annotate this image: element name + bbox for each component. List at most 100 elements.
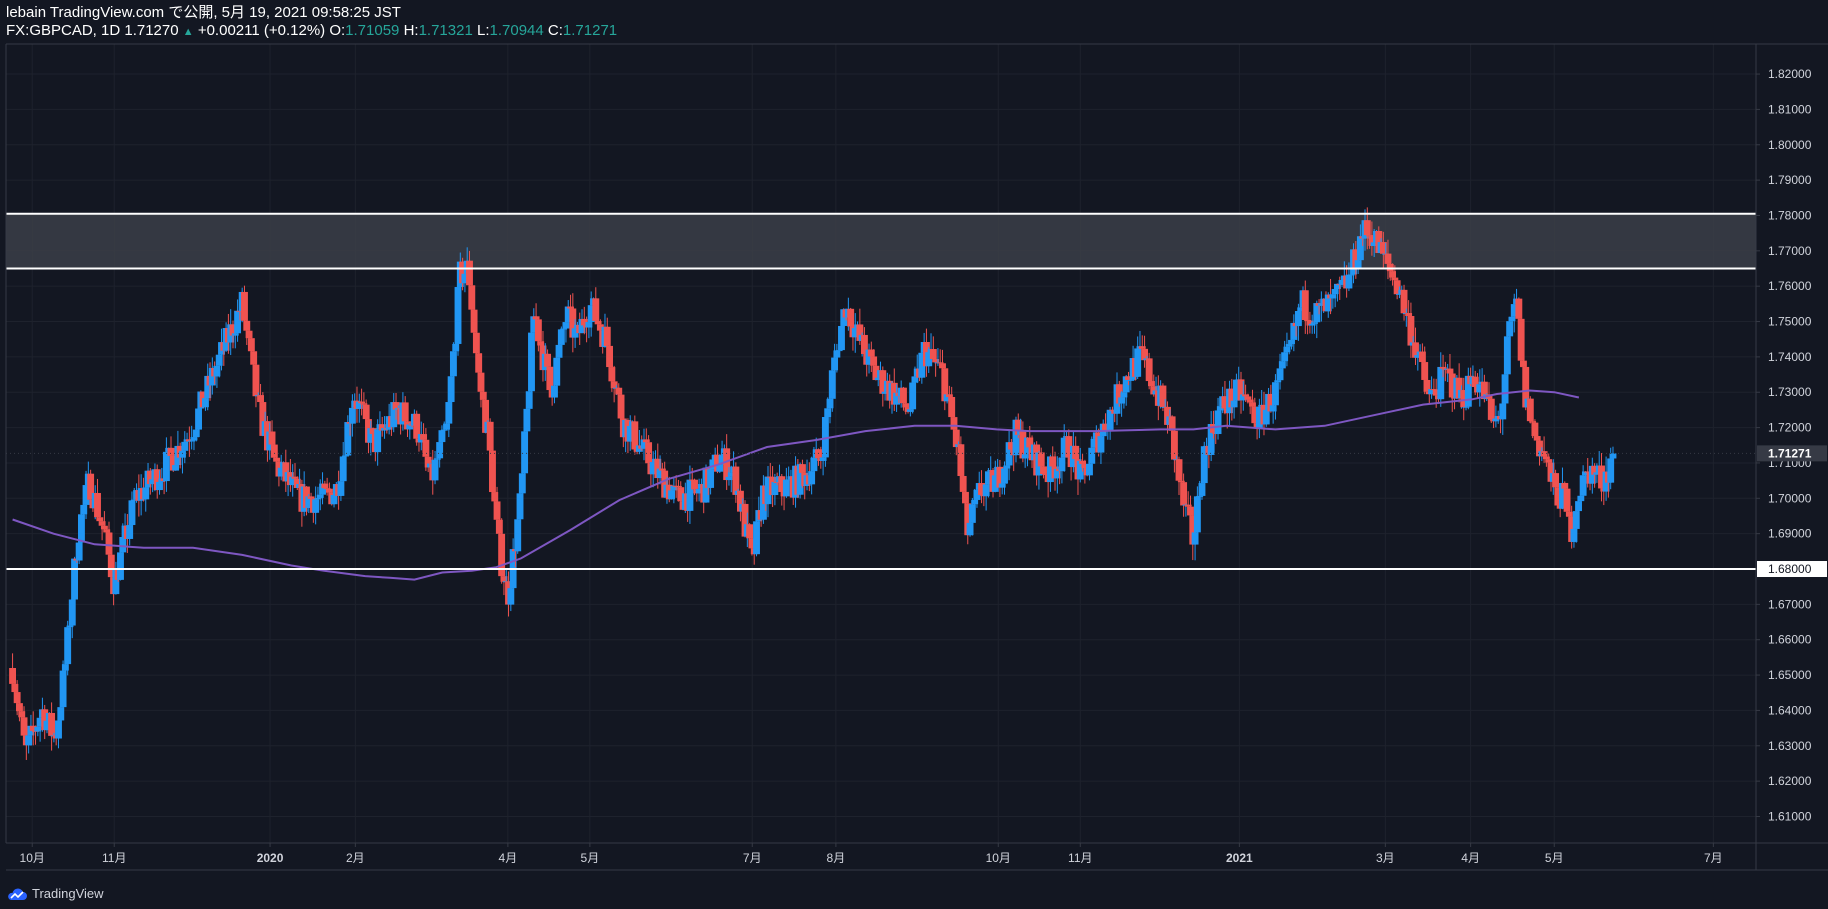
candle-body xyxy=(1563,488,1571,512)
candle-body xyxy=(443,423,450,430)
candle-body xyxy=(1221,396,1229,409)
candle-body xyxy=(1230,400,1238,408)
candle-body xyxy=(378,424,386,431)
candle-body xyxy=(1037,452,1045,467)
candle-body xyxy=(117,552,124,580)
publish-info-text: lebain TradingView.com で公開, 5月 19, 2021 … xyxy=(6,4,401,21)
candle-body xyxy=(716,464,724,472)
candle-body xyxy=(778,476,786,493)
candle-body xyxy=(555,344,563,358)
candle-body xyxy=(1455,377,1463,399)
candle-body xyxy=(252,364,260,397)
candle-body xyxy=(130,499,138,501)
candle-body xyxy=(1198,483,1206,496)
candle-body xyxy=(748,538,756,549)
candle-body xyxy=(530,316,538,333)
candle-body xyxy=(1430,389,1438,391)
candle-body xyxy=(78,514,85,543)
candle-body xyxy=(1150,386,1158,395)
candle-body xyxy=(1515,298,1523,319)
candle-body xyxy=(479,391,487,400)
candle-body xyxy=(1338,279,1346,285)
candle-body xyxy=(259,402,267,436)
candle-body xyxy=(1418,351,1426,363)
candle-body xyxy=(1464,375,1472,407)
candle-body xyxy=(1347,274,1355,276)
candle-body xyxy=(9,667,17,684)
candle-body xyxy=(367,428,375,443)
candle-body xyxy=(1301,290,1309,320)
candle-body xyxy=(229,324,237,336)
candle-body xyxy=(1003,465,1011,469)
high-value: 1.71321 xyxy=(418,22,473,39)
candle-body xyxy=(500,576,508,582)
candle-body xyxy=(1255,406,1263,429)
candle-body xyxy=(1086,463,1093,476)
candle-body xyxy=(61,664,69,671)
chart-header: lebain TradingView.com で公開, 5月 19, 2021 … xyxy=(6,4,617,41)
candle-body xyxy=(215,354,223,366)
time-axis[interactable]: 10月 11月 2020 2月 4月 5月 7月 8月 10月 11月 2021 3月 4月 5月 7月 xyxy=(20,843,1723,865)
change-value: +0.00211 (+0.12%) xyxy=(197,22,326,39)
candle-body xyxy=(241,291,248,321)
candle-body xyxy=(323,488,331,490)
candle-body xyxy=(1106,409,1114,430)
candle-body xyxy=(610,381,618,389)
candle-body xyxy=(1281,352,1289,362)
support-price-tag xyxy=(1757,561,1827,578)
candle-body xyxy=(1423,379,1431,392)
candle-body xyxy=(156,481,163,491)
candle-body xyxy=(188,440,196,442)
candle-body xyxy=(1363,220,1371,236)
candle-body xyxy=(528,332,535,392)
high-label: H: xyxy=(403,22,419,39)
close-label: C: xyxy=(547,22,563,39)
candle-body xyxy=(1384,253,1392,264)
candle-body xyxy=(185,439,193,442)
candle-body xyxy=(1584,471,1592,473)
candle-body xyxy=(167,447,175,456)
candle-body xyxy=(1168,416,1176,431)
candle-body xyxy=(557,329,565,345)
candle-body xyxy=(906,409,914,412)
candle-body xyxy=(234,310,242,334)
candle-body xyxy=(291,476,299,479)
time-tick-label: 11月 xyxy=(102,851,126,865)
candle-body xyxy=(1145,358,1153,382)
candle-body xyxy=(936,362,944,364)
tradingview-logo[interactable]: TradingView xyxy=(6,886,104,901)
horizontal-levels[interactable] xyxy=(6,212,1756,571)
candle-body xyxy=(59,670,67,708)
candle-body xyxy=(741,503,749,537)
candle-body xyxy=(544,353,552,367)
candle-body xyxy=(1053,468,1061,479)
symbol-label[interactable]: FX:GBPCAD, 1D 1.71270 xyxy=(6,22,179,39)
candle-body xyxy=(1370,242,1378,246)
candle-body xyxy=(631,421,639,450)
candle-body xyxy=(1400,289,1408,314)
candle-body xyxy=(1352,249,1360,269)
candle-body xyxy=(900,387,907,404)
candle-body xyxy=(962,491,969,504)
candle-body xyxy=(355,401,363,409)
candle-body xyxy=(835,350,843,352)
candle-body xyxy=(1239,394,1247,401)
candle-body xyxy=(142,487,150,500)
candle-body xyxy=(1446,368,1454,374)
candle-body xyxy=(1102,423,1109,431)
candle-body xyxy=(48,712,56,736)
candle-body xyxy=(642,439,650,443)
candle-body xyxy=(1345,274,1353,289)
candle-body xyxy=(57,707,65,721)
resistance-zone[interactable] xyxy=(6,213,1756,269)
candle-body xyxy=(867,349,875,357)
candle-body xyxy=(874,377,882,381)
candle-body xyxy=(1232,379,1240,401)
candle-body xyxy=(1118,397,1126,404)
candle-body xyxy=(319,483,326,495)
candle-body xyxy=(277,467,285,477)
candle-body xyxy=(401,402,409,422)
candle-body xyxy=(1097,436,1105,453)
candle-body xyxy=(314,497,322,500)
